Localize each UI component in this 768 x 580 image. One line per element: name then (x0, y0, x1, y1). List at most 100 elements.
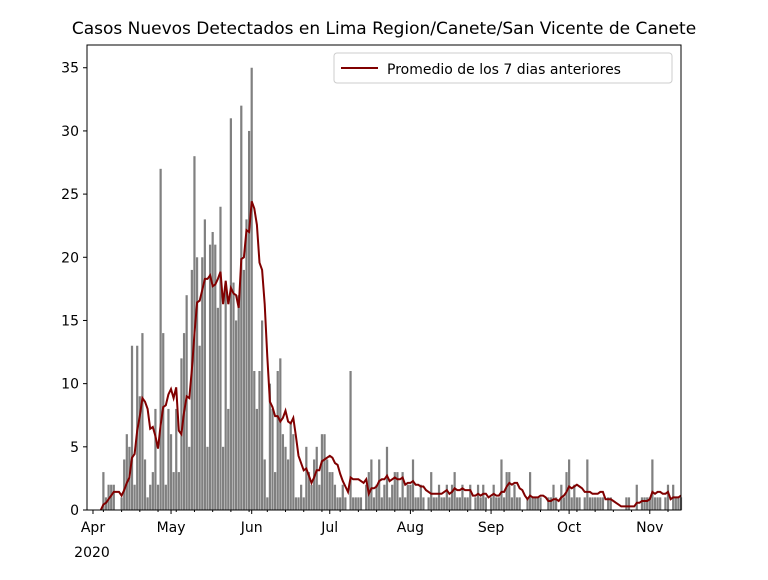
y-tick-label: 35 (61, 61, 79, 77)
bar (253, 371, 256, 510)
bar (414, 497, 417, 510)
bar (318, 484, 321, 510)
bar (664, 497, 667, 510)
bar (339, 497, 342, 510)
bar (336, 497, 339, 510)
bar (515, 497, 519, 510)
bar (162, 333, 165, 510)
bar (201, 257, 204, 510)
legend: Promedio de los 7 dias anteriores (333, 52, 673, 84)
bar (640, 497, 644, 510)
bar (326, 459, 329, 510)
bars (102, 67, 683, 511)
bar (476, 484, 480, 510)
bar (378, 459, 381, 510)
bar (227, 408, 230, 510)
legend-box (333, 52, 673, 84)
bar (294, 497, 298, 510)
bar (448, 497, 451, 510)
bar (508, 472, 511, 510)
bar (513, 484, 516, 510)
bar (653, 497, 657, 510)
bar (260, 320, 264, 510)
bar (177, 472, 180, 510)
bar (570, 497, 573, 510)
bar (258, 371, 261, 510)
bar (575, 497, 579, 510)
bar (125, 434, 128, 510)
bar (208, 244, 212, 511)
bar (539, 497, 542, 510)
bar (156, 484, 160, 510)
bar (549, 497, 553, 510)
bar (583, 497, 586, 510)
bar (599, 497, 602, 510)
y-tick-label: 25 (61, 187, 79, 203)
bar (440, 497, 443, 510)
bar (677, 497, 680, 510)
bar (331, 472, 334, 510)
bar (279, 358, 282, 510)
bar (393, 472, 396, 510)
bar (255, 408, 259, 510)
bar (562, 497, 566, 510)
y-tick-label: 10 (61, 377, 79, 393)
bar (107, 484, 110, 510)
x-tick-label: Nov (636, 520, 663, 536)
bar (656, 497, 659, 510)
bar (463, 497, 467, 510)
bar (456, 497, 459, 510)
bar (281, 434, 285, 510)
bar (406, 484, 409, 510)
bar (492, 484, 495, 510)
bar (287, 459, 290, 510)
bar (359, 497, 363, 510)
bar (396, 472, 399, 510)
bar (534, 497, 537, 510)
bar (445, 484, 448, 510)
bar (328, 472, 331, 510)
bar (427, 497, 430, 510)
bar (404, 497, 407, 510)
bar (482, 484, 485, 510)
bar (167, 408, 170, 510)
bar (323, 434, 326, 510)
bar (552, 484, 555, 510)
bar (474, 497, 477, 510)
bar (151, 472, 154, 510)
x-tick-label: Jun (240, 520, 263, 536)
bar (333, 484, 337, 510)
bar (578, 497, 581, 510)
x-year-label: 2020 (74, 545, 110, 561)
bar (120, 497, 123, 510)
x-tick-label: May (157, 520, 186, 536)
bar (430, 472, 433, 510)
bar (528, 472, 532, 510)
bar (659, 497, 662, 510)
bar (110, 484, 113, 510)
bar (432, 497, 435, 510)
bar (484, 497, 487, 510)
bar (221, 446, 225, 510)
y-tick-label: 0 (70, 503, 79, 519)
bar (313, 459, 316, 510)
bar (263, 459, 266, 510)
bar (138, 396, 141, 510)
bar (190, 269, 193, 510)
bar (594, 497, 597, 510)
bar (182, 333, 186, 510)
bar (398, 497, 402, 510)
bar (130, 345, 134, 510)
bar (648, 497, 651, 510)
bar (146, 497, 149, 510)
bar (417, 497, 420, 510)
bar (232, 282, 235, 510)
y-tick-label: 30 (61, 124, 79, 140)
bar (458, 497, 461, 510)
bar (489, 497, 493, 510)
bar (216, 307, 219, 510)
bar (380, 497, 383, 510)
bar (461, 484, 464, 510)
bar (518, 497, 521, 510)
